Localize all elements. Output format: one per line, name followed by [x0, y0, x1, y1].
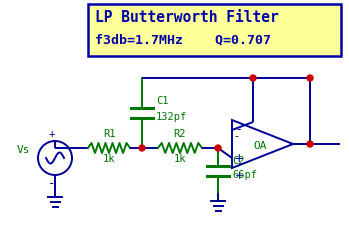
Circle shape: [215, 145, 221, 151]
Text: R2: R2: [174, 129, 186, 139]
Text: 66pf: 66pf: [232, 171, 257, 181]
Text: 132pf: 132pf: [156, 112, 187, 122]
Text: +: +: [234, 151, 244, 164]
Text: OA: OA: [254, 141, 267, 151]
Text: 1k: 1k: [103, 154, 115, 164]
Text: +: +: [49, 129, 55, 139]
Text: Vs: Vs: [16, 145, 30, 155]
Text: C2: C2: [232, 155, 245, 165]
Circle shape: [250, 75, 256, 81]
Text: R1: R1: [103, 129, 115, 139]
Text: -: -: [48, 177, 56, 190]
FancyBboxPatch shape: [88, 4, 341, 56]
Text: 1k: 1k: [174, 154, 186, 164]
Text: f3db=1.7MHz    Q=0.707: f3db=1.7MHz Q=0.707: [95, 33, 271, 46]
Circle shape: [307, 75, 313, 81]
Circle shape: [307, 141, 313, 147]
Circle shape: [139, 145, 145, 151]
Text: C1: C1: [156, 96, 169, 106]
Text: +: +: [234, 171, 244, 181]
Text: LP Butterworth Filter: LP Butterworth Filter: [95, 10, 279, 25]
Text: -: -: [234, 131, 238, 141]
Text: -: -: [237, 123, 241, 137]
